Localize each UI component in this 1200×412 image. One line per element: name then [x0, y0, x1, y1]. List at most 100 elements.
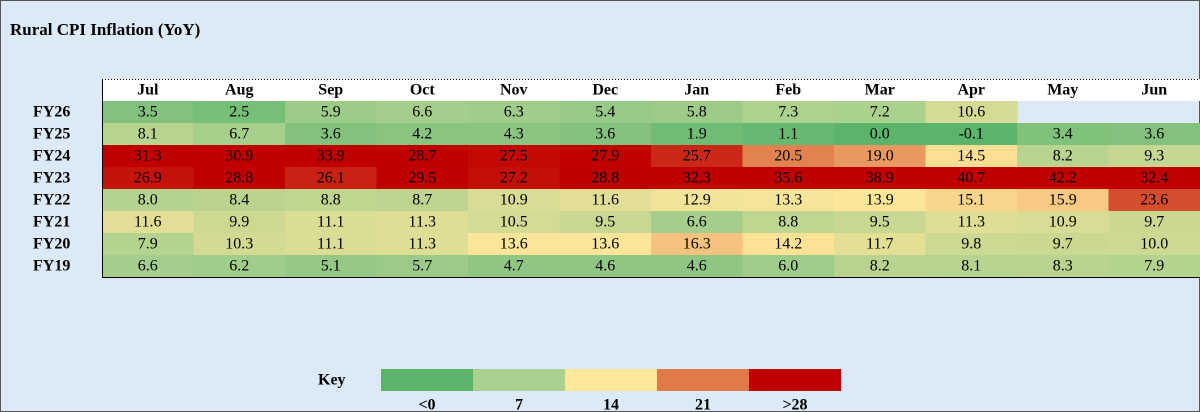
cell-label: 12.9	[683, 192, 711, 209]
heat-cell	[376, 189, 469, 212]
cell-label: 9.5	[595, 214, 615, 231]
cell-label: 8.8	[778, 214, 798, 231]
cell-label: 4.6	[595, 258, 615, 275]
heat-cell	[834, 145, 926, 168]
cell-label: 6.3	[504, 104, 524, 121]
cell-label: 10.5	[500, 214, 528, 231]
row-label: FY25	[33, 126, 70, 143]
heat-cell	[193, 189, 286, 212]
row-label: FY21	[33, 214, 70, 231]
heat-cell	[925, 123, 1018, 146]
cell-label: 5.9	[321, 104, 341, 121]
heat-cell	[651, 233, 743, 256]
heat-cell	[742, 255, 835, 278]
cell-label: 10.9	[500, 192, 528, 209]
heat-cell	[925, 233, 1018, 256]
cell-label: 6.6	[412, 104, 432, 121]
cell-label: 3.6	[595, 126, 615, 143]
heat-cell	[468, 123, 560, 146]
key-label: >28	[782, 397, 807, 412]
column-label: Nov	[500, 82, 528, 99]
key-label: 21	[695, 397, 711, 412]
cell-label: 6.7	[229, 126, 249, 143]
cell-label: 8.1	[138, 126, 158, 143]
heat-cell	[651, 167, 743, 190]
heat-cell	[285, 211, 377, 234]
column-label: Sep	[318, 82, 343, 99]
cell-label: 2.5	[229, 104, 249, 121]
key-label: 7	[515, 397, 523, 412]
column-label: Dec	[592, 82, 618, 99]
cell-label: 11.1	[317, 236, 344, 253]
cell-label: 26.1	[317, 170, 345, 187]
row-label: FY20	[33, 236, 70, 253]
column-label: Feb	[775, 82, 801, 99]
heat-cell	[468, 145, 560, 168]
cell-label: 15.9	[1049, 192, 1077, 209]
column-label: Jun	[1141, 82, 1167, 99]
cell-label: 11.3	[409, 214, 436, 231]
heat-cell	[1108, 189, 1200, 212]
heat-cell	[193, 101, 286, 124]
cell-label: 8.8	[321, 192, 341, 209]
heat-cell	[285, 123, 377, 146]
cell-label: 27.5	[500, 148, 528, 165]
heat-cell	[1017, 233, 1109, 256]
column-label: Jul	[137, 82, 159, 99]
cell-label: 32.4	[1140, 170, 1168, 187]
cell-label: 7.9	[138, 236, 158, 253]
heat-cell	[102, 167, 194, 190]
cell-label: -0.1	[959, 126, 984, 143]
heat-cell	[834, 255, 926, 278]
heat-cell	[925, 211, 1018, 234]
key-swatch	[473, 369, 565, 391]
column-label: Mar	[865, 82, 895, 99]
cell-label: 30.9	[225, 148, 253, 165]
heat-cell	[651, 211, 743, 234]
heat-cell	[1017, 145, 1109, 168]
heat-cell	[468, 255, 560, 278]
cell-label: 5.7	[412, 258, 432, 275]
heat-cell	[651, 145, 743, 168]
cell-label: 29.5	[408, 170, 436, 187]
cell-label: 28.7	[408, 148, 436, 165]
cell-label: 13.9	[866, 192, 894, 209]
cell-label: 8.0	[138, 192, 158, 209]
cell-label: 7.9	[1144, 258, 1164, 275]
heat-cell	[742, 101, 835, 124]
heat-cell	[1017, 211, 1109, 234]
cell-label: 5.1	[321, 258, 341, 275]
cell-label: 27.9	[591, 148, 619, 165]
heat-cell	[193, 123, 286, 146]
cell-label: 11.6	[134, 214, 161, 231]
key-label: <0	[418, 397, 435, 412]
cell-label: 9.9	[229, 214, 249, 231]
heat-cell	[742, 211, 835, 234]
cell-label: 8.3	[1053, 258, 1073, 275]
heat-cell	[742, 189, 835, 212]
heat-cell	[468, 189, 560, 212]
heat-cell	[834, 101, 926, 124]
heat-cell	[742, 233, 835, 256]
heat-cell	[1108, 167, 1200, 190]
chart-title: Rural CPI Inflation (YoY)	[10, 20, 200, 39]
cell-label: 7.3	[778, 104, 798, 121]
heat-cell	[834, 211, 926, 234]
key-title: Key	[318, 372, 346, 389]
cell-label: 8.4	[229, 192, 249, 209]
cell-label: 23.6	[1140, 192, 1168, 209]
heat-cell	[376, 101, 469, 124]
cell-label: 11.7	[866, 236, 893, 253]
row-label: FY19	[33, 258, 70, 275]
heat-cell	[468, 233, 560, 256]
column-label: Apr	[957, 82, 985, 99]
heat-cell	[559, 255, 652, 278]
column-label: Aug	[225, 82, 253, 99]
cell-label: 3.5	[138, 104, 158, 121]
heat-cell	[559, 145, 652, 168]
heat-cell	[376, 211, 469, 234]
column-label: May	[1047, 82, 1078, 99]
key-swatch	[565, 369, 657, 391]
cell-label: 13.6	[500, 236, 528, 253]
